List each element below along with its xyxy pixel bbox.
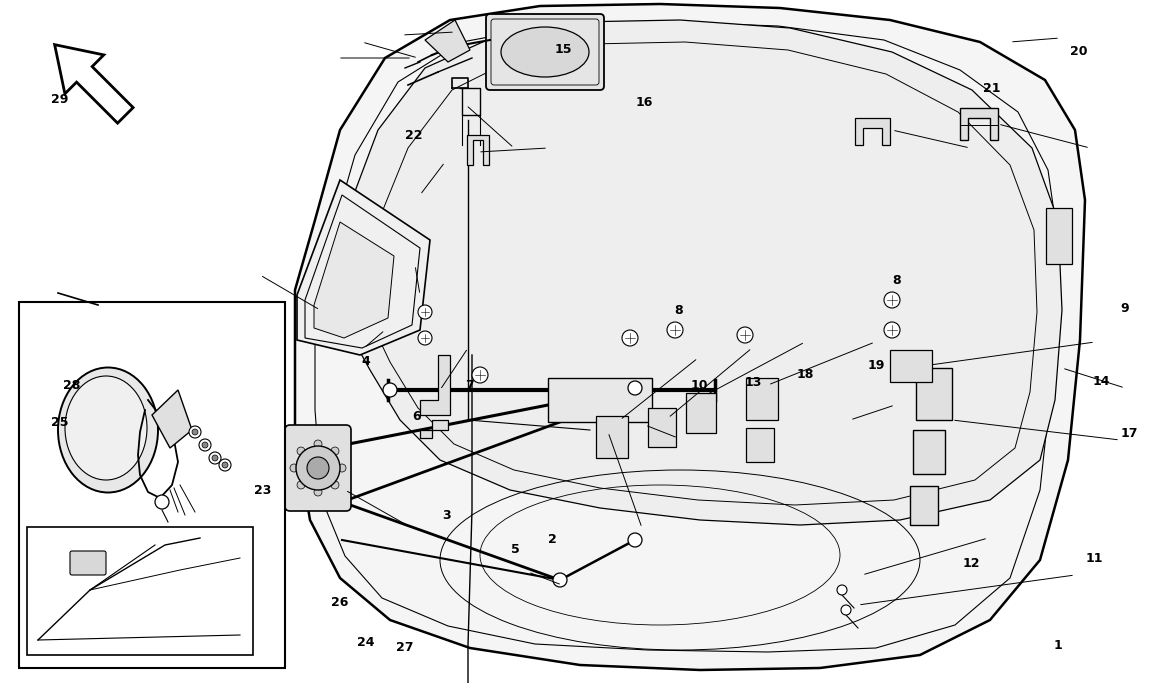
Text: 2: 2 [547,533,557,546]
Text: 29: 29 [51,92,69,106]
Polygon shape [854,118,890,145]
Polygon shape [960,108,998,140]
Circle shape [628,381,642,395]
Text: 5: 5 [511,543,520,557]
Circle shape [841,605,851,615]
Polygon shape [297,180,430,355]
Ellipse shape [66,376,147,480]
Circle shape [667,322,683,338]
Ellipse shape [501,27,589,77]
Circle shape [553,573,567,587]
Text: 17: 17 [1120,427,1138,441]
Circle shape [192,429,198,435]
Circle shape [837,585,848,595]
Circle shape [212,455,218,461]
Text: 8: 8 [674,304,683,318]
Circle shape [884,292,900,308]
Circle shape [338,464,346,472]
Circle shape [417,305,432,319]
Text: 23: 23 [253,484,271,497]
Text: 7: 7 [465,379,474,393]
Text: 21: 21 [982,82,1000,96]
Circle shape [884,322,900,338]
Text: 15: 15 [554,42,573,56]
Text: 22: 22 [405,128,423,142]
Text: 20: 20 [1070,44,1088,58]
Circle shape [297,447,305,455]
Circle shape [314,488,322,496]
Circle shape [622,330,638,346]
Text: 28: 28 [62,379,81,393]
FancyBboxPatch shape [687,393,716,433]
Circle shape [628,533,642,547]
Text: 1: 1 [1053,639,1063,652]
Circle shape [331,447,339,455]
Circle shape [297,481,305,489]
Circle shape [209,452,221,464]
Text: 6: 6 [412,410,421,423]
Text: 24: 24 [356,635,375,649]
Circle shape [290,464,298,472]
FancyBboxPatch shape [647,408,676,447]
Circle shape [296,446,340,490]
Circle shape [199,439,210,451]
Text: 16: 16 [635,96,653,109]
Text: 12: 12 [963,557,981,570]
Circle shape [472,367,488,383]
Circle shape [155,495,169,509]
Text: 14: 14 [1092,374,1111,388]
Text: 8: 8 [892,273,902,287]
Circle shape [222,462,228,468]
FancyBboxPatch shape [70,551,106,575]
FancyBboxPatch shape [917,368,952,420]
Circle shape [383,383,397,397]
FancyBboxPatch shape [20,302,285,668]
Circle shape [314,440,322,448]
Polygon shape [420,355,450,415]
FancyBboxPatch shape [549,378,652,422]
FancyBboxPatch shape [913,430,945,474]
Text: 3: 3 [442,509,451,522]
Text: 13: 13 [744,376,762,389]
Text: 25: 25 [51,415,69,429]
Text: 9: 9 [1120,302,1129,316]
FancyBboxPatch shape [910,486,938,525]
FancyBboxPatch shape [746,428,774,462]
FancyBboxPatch shape [285,425,351,511]
FancyBboxPatch shape [486,14,604,90]
FancyBboxPatch shape [26,527,253,655]
Text: 11: 11 [1086,552,1104,566]
Polygon shape [467,135,489,165]
Text: 4: 4 [361,355,370,369]
FancyBboxPatch shape [1046,208,1072,264]
Polygon shape [55,44,133,123]
Circle shape [331,481,339,489]
Polygon shape [296,4,1084,670]
Text: 26: 26 [330,596,348,609]
Circle shape [189,426,201,438]
Polygon shape [152,390,192,448]
FancyBboxPatch shape [890,350,932,382]
FancyBboxPatch shape [596,416,628,458]
Polygon shape [426,20,470,62]
Circle shape [218,459,231,471]
FancyBboxPatch shape [746,378,779,420]
Circle shape [202,442,208,448]
Text: 27: 27 [396,641,414,654]
Polygon shape [314,222,394,338]
Ellipse shape [58,367,158,492]
Polygon shape [420,420,448,438]
Text: 10: 10 [690,379,708,393]
Circle shape [737,327,753,343]
Polygon shape [161,332,223,394]
Polygon shape [330,20,1061,525]
Circle shape [417,331,432,345]
Text: 18: 18 [796,367,814,381]
Text: 19: 19 [867,359,886,372]
Circle shape [307,457,329,479]
